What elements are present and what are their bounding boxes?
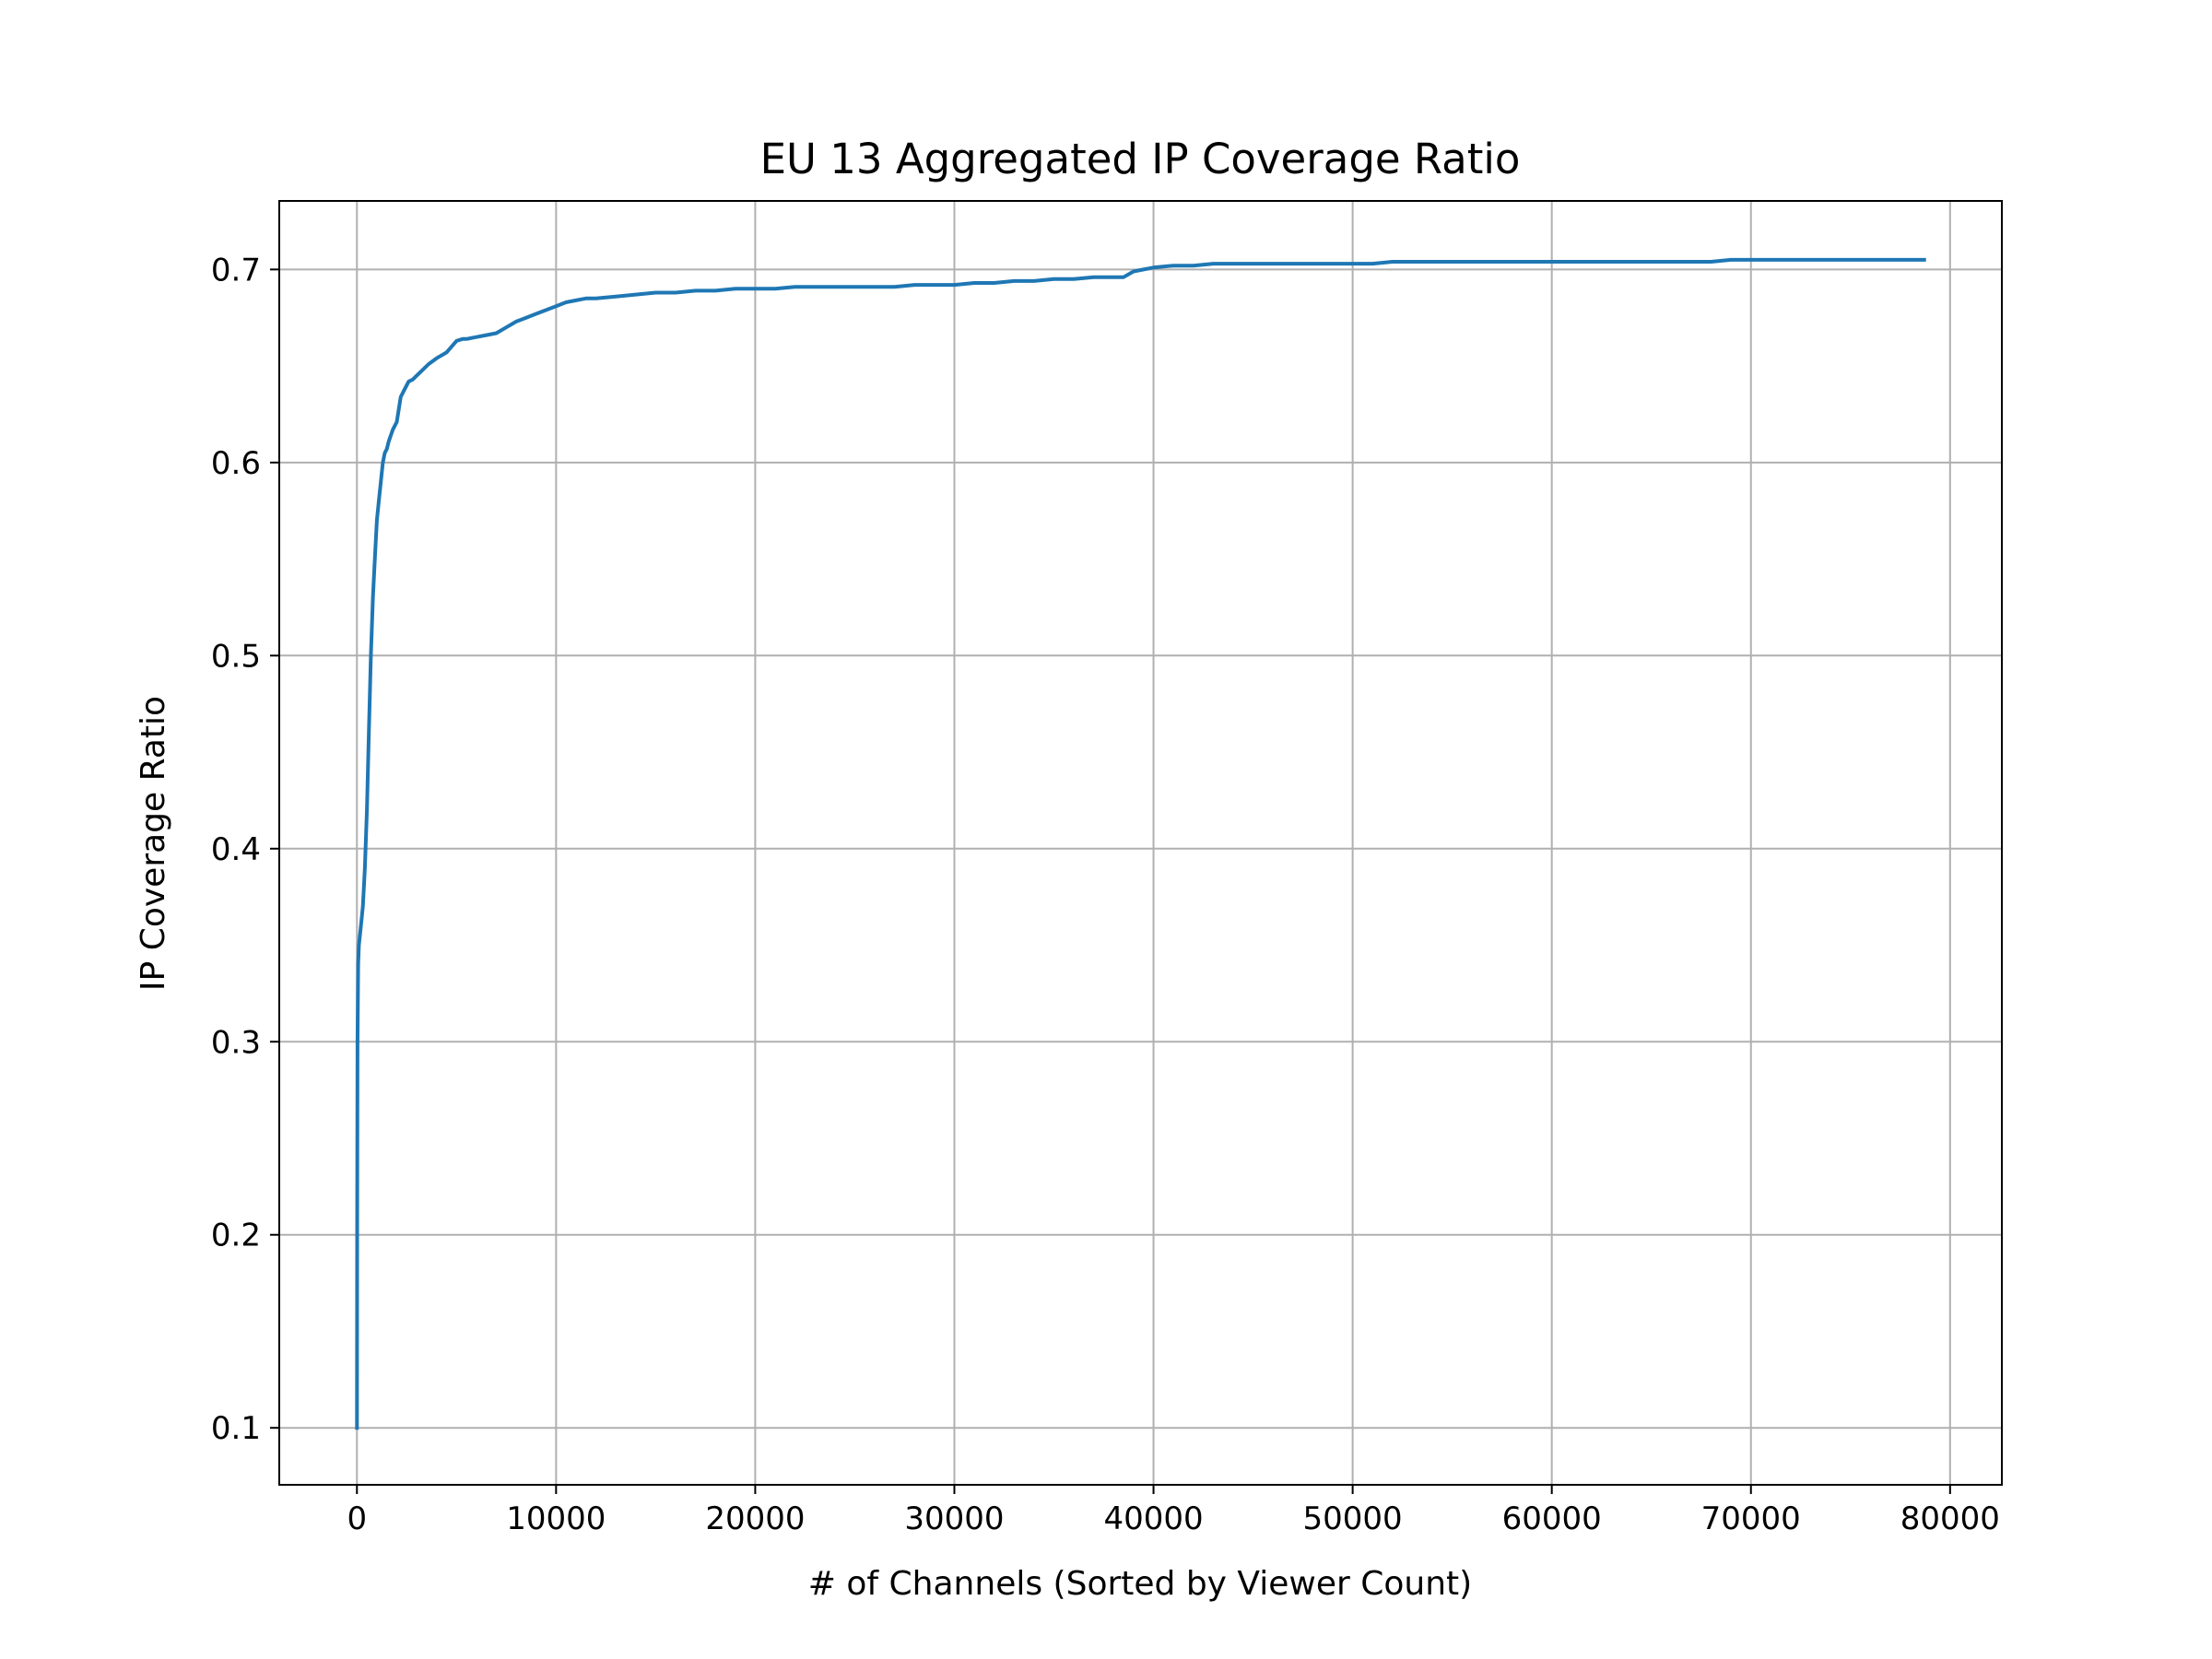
y-tick-label: 0.3: [211, 1024, 261, 1061]
grid-lines: [279, 201, 2002, 1485]
x-tick-label: 0: [347, 1500, 367, 1537]
x-tick-label: 60000: [1502, 1500, 1602, 1537]
y-tick-label: 0.5: [211, 638, 261, 675]
x-tick-label: 20000: [705, 1500, 805, 1537]
y-axis: 0.1 0.2 0.3 0.4 0.5 0.6 0.7: [211, 252, 279, 1447]
x-tick-label: 30000: [904, 1500, 1004, 1537]
plot-frame: [278, 200, 2003, 1486]
x-tick-label: 40000: [1103, 1500, 1203, 1537]
y-tick-label: 0.4: [211, 831, 261, 868]
x-tick-label: 70000: [1701, 1500, 1801, 1537]
y-tick-label: 0.1: [211, 1410, 261, 1447]
series-line: [355, 257, 1926, 1430]
x-axis: 0 10000 20000 30000 40000 50000 60000 70000 8000…: [347, 1485, 2000, 1537]
y-axis-label: IP Coverage Ratio: [135, 696, 172, 991]
y-tick-label: 0.6: [211, 445, 261, 482]
chart-title: EU 13 Aggregated IP Coverage Ratio: [760, 135, 1521, 183]
x-tick-label: 80000: [1900, 1500, 2000, 1537]
y-tick-label: 0.2: [211, 1218, 261, 1254]
x-tick-label: 50000: [1303, 1500, 1403, 1537]
x-tick-label: 10000: [506, 1500, 606, 1537]
series-layer: [355, 257, 1926, 1430]
x-axis-label: # of Channels (Sorted by Viewer Count): [808, 1565, 1472, 1603]
y-tick-label: 0.7: [211, 252, 261, 288]
